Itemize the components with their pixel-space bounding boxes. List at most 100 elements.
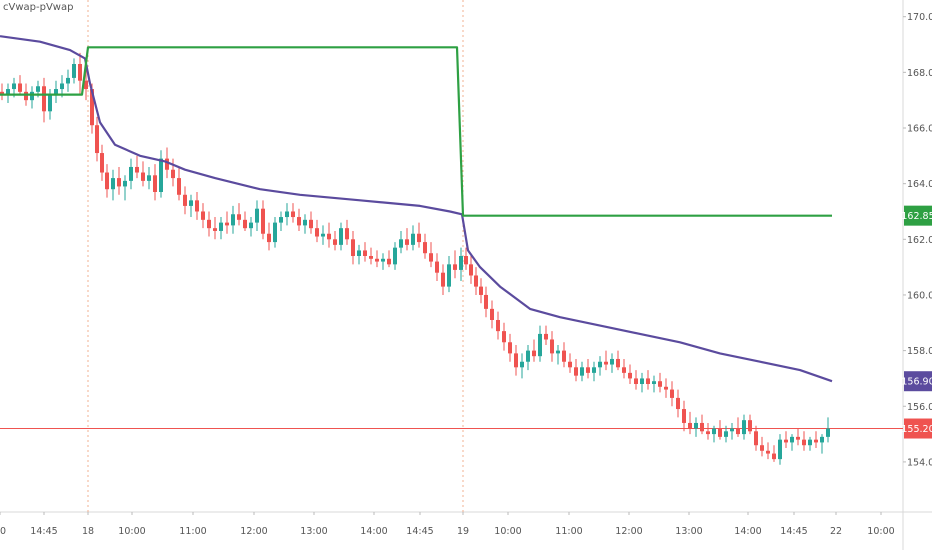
candle-body-up (399, 239, 403, 248)
price-badge (904, 205, 932, 226)
candle-body-down (550, 339, 554, 354)
time-tick-label: 22 (830, 526, 842, 537)
candle-body-up (129, 166, 133, 181)
candle-body-down (502, 331, 506, 343)
candle-body-down (171, 169, 175, 179)
candle-body-down (508, 342, 512, 354)
candle-body-down (90, 89, 94, 126)
candle-body-down (464, 256, 468, 265)
time-tick-label: 18 (82, 526, 94, 537)
candle-body-up (60, 83, 64, 90)
candle-body-up (231, 214, 235, 226)
price-tick-label: 166.00 (907, 124, 932, 135)
time-tick-label: 14:45 (30, 526, 57, 537)
candle-body-down (706, 431, 710, 435)
candle-body-down (688, 422, 692, 429)
candle-body-down (423, 242, 427, 254)
candle-body-down (718, 428, 722, 437)
price-badge-label: 155.20 (901, 424, 932, 435)
candle-body-down (267, 233, 271, 243)
candle-body-down (375, 258, 379, 262)
price-tick-label: 164.00 (907, 179, 932, 190)
candle-body-down (568, 361, 572, 368)
candle-body-down (135, 166, 139, 173)
candle-body-up (249, 222, 253, 229)
candle-body-down (628, 372, 632, 379)
candle-body-down (363, 250, 367, 256)
candle-body-down (100, 153, 104, 173)
candle-body-down (682, 409, 686, 423)
candle-body-down (297, 217, 301, 226)
candle-body-down (387, 258, 391, 265)
candle-body-up (808, 439, 812, 446)
price-badge (904, 371, 932, 392)
candle-body-down (315, 228, 319, 237)
candle-body-up (411, 233, 415, 245)
candle-body-up (724, 431, 728, 437)
candle-body-down (429, 253, 433, 262)
candle-body-up (520, 361, 524, 368)
candle-body-down (327, 233, 331, 240)
candle-body-up (219, 222, 223, 231)
candle-body-up (6, 89, 10, 95)
candle-body-up (147, 175, 151, 181)
candle-body-up (694, 422, 698, 429)
candle-body-down (153, 175, 157, 192)
price-tick-label: 162.00 (907, 235, 932, 246)
candle-body-down (213, 228, 217, 231)
time-tick-label: 11:00 (179, 526, 206, 537)
candle-body-up (742, 420, 746, 435)
time-tick-label: 10:00 (867, 526, 894, 537)
candle-body-up (36, 86, 40, 92)
candle-body-down (18, 83, 22, 92)
candle-body-down (658, 381, 662, 387)
candle-body-down (664, 386, 668, 390)
candle-body-up (826, 428, 830, 437)
candle-body-down (78, 64, 82, 81)
candle-body-up (279, 217, 283, 223)
candle-body-down (586, 367, 590, 373)
candle-body-down (195, 200, 199, 212)
candle-body-up (526, 350, 530, 362)
candle-body-down (177, 178, 181, 195)
time-tick-label: 14:00 (734, 526, 761, 537)
candle-body-up (273, 222, 277, 243)
candle-body-down (435, 261, 439, 273)
candle-body-down (309, 219, 313, 229)
candle-body-up (48, 94, 52, 112)
time-tick-label: 13:00 (675, 526, 702, 537)
candle-body-up (357, 250, 361, 256)
candle-body-up (339, 228, 343, 245)
price-tick-label: 154.00 (907, 457, 932, 468)
price-tick-label: 158.00 (907, 346, 932, 357)
candle-body-up (592, 367, 596, 373)
price-tick-label: 168.00 (907, 68, 932, 79)
candle-body-up (652, 381, 656, 384)
candle-body-down (405, 239, 409, 245)
candle-body-down (544, 333, 548, 340)
candle-body-down (484, 294, 488, 309)
candle-body-down (814, 439, 818, 443)
candle-body-down (261, 208, 265, 234)
cvwap-line (0, 35, 833, 383)
candle-body-up (321, 233, 325, 237)
candle-body-down (490, 308, 494, 320)
candle-body-down (84, 80, 88, 90)
candle-body-up (393, 247, 397, 265)
candle-body-down (225, 222, 229, 226)
candle-body-up (303, 219, 307, 226)
candle-body-down (700, 422, 704, 432)
candle-body-down (183, 194, 187, 206)
candle-body-up (111, 178, 115, 190)
candle-body-down (784, 439, 788, 443)
candle-body-up (30, 91, 34, 101)
candle-body-down (532, 350, 536, 357)
candle-body-up (123, 180, 127, 187)
candle-body-down (165, 158, 169, 170)
candle-body-up (790, 436, 794, 443)
candle-body-down (453, 264, 457, 270)
time-tick-label: 12:00 (240, 526, 267, 537)
candle-body-down (766, 450, 770, 454)
price-tick-label: 160.00 (907, 290, 932, 301)
